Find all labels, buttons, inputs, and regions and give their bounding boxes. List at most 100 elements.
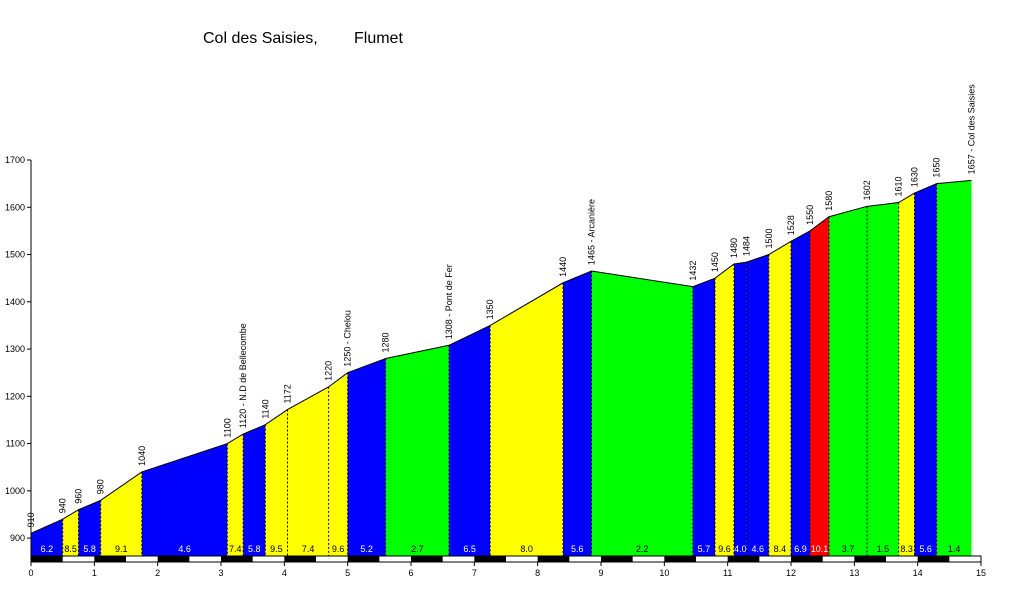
altitude-label: 1580 bbox=[824, 191, 834, 211]
climb-name: Col des Saisies, bbox=[203, 30, 318, 47]
segment-5 bbox=[227, 434, 244, 557]
grade-label: 4.6 bbox=[178, 544, 191, 554]
segment-24 bbox=[867, 202, 899, 558]
segment-25 bbox=[898, 193, 915, 558]
grade-label: 8.5 bbox=[64, 544, 77, 554]
grade-label: 8.3 bbox=[900, 544, 913, 554]
x-tick-label: 13 bbox=[849, 568, 859, 578]
altitude-label: 980 bbox=[96, 479, 106, 494]
altitude-label: 1610 bbox=[894, 177, 904, 197]
km-band-20 bbox=[664, 556, 696, 562]
altitude-label: 1550 bbox=[805, 205, 815, 225]
segment-0 bbox=[31, 519, 63, 557]
altitude-label: 1120 - N.D de Bellecombe bbox=[238, 323, 248, 428]
y-tick-label: 1700 bbox=[5, 155, 25, 165]
grade-label: 4.0 bbox=[734, 544, 747, 554]
x-tick-label: 15 bbox=[976, 568, 986, 578]
km-band-0 bbox=[31, 556, 63, 562]
grade-label: 6.9 bbox=[794, 544, 807, 554]
altitude-label: 1484 bbox=[742, 236, 752, 256]
segment-26 bbox=[914, 183, 937, 557]
grade-label: 8.0 bbox=[520, 544, 533, 554]
km-band-12 bbox=[411, 556, 443, 562]
segment-13 bbox=[490, 282, 563, 557]
y-tick-label: 1400 bbox=[5, 297, 25, 307]
x-tick-label: 0 bbox=[28, 568, 33, 578]
segment-14 bbox=[563, 271, 592, 557]
altitude-label: 1350 bbox=[485, 299, 495, 319]
segment-2 bbox=[78, 500, 101, 557]
km-band-22 bbox=[727, 556, 760, 562]
altitude-label: 1440 bbox=[558, 257, 568, 277]
segment-7 bbox=[265, 409, 288, 557]
grade-label: 5.8 bbox=[83, 544, 96, 554]
grade-label: 5.2 bbox=[360, 544, 373, 554]
x-tick-label: 6 bbox=[408, 568, 413, 578]
x-tick-label: 4 bbox=[282, 568, 287, 578]
km-band-16 bbox=[537, 556, 570, 562]
x-tick-label: 14 bbox=[913, 568, 923, 578]
km-band-8 bbox=[284, 556, 316, 562]
y-tick-label: 1500 bbox=[5, 250, 25, 260]
segment-10 bbox=[347, 358, 386, 557]
km-band-10 bbox=[347, 556, 380, 562]
grade-label: 4.6 bbox=[751, 544, 764, 554]
chart-title: Col des Saisies, Flumet bbox=[0, 30, 1014, 54]
grade-label: 9.6 bbox=[718, 544, 731, 554]
segment-15 bbox=[591, 271, 693, 557]
altitude-label: 1220 bbox=[324, 361, 334, 381]
grade-label: 8.4 bbox=[774, 544, 787, 554]
altitude-label: 1280 bbox=[381, 332, 391, 352]
y-tick-label: 1100 bbox=[6, 439, 25, 449]
segment-27 bbox=[936, 180, 972, 557]
grade-label: 6.5 bbox=[463, 544, 476, 554]
altitude-label: 910 bbox=[26, 512, 36, 527]
grade-label: 5.8 bbox=[248, 544, 261, 554]
grade-label: 9.5 bbox=[270, 544, 283, 554]
grade-label: 5.6 bbox=[919, 544, 932, 554]
x-tick-label: 5 bbox=[345, 568, 350, 578]
segment-16 bbox=[692, 278, 715, 557]
x-tick-label: 2 bbox=[155, 568, 160, 578]
segment-17 bbox=[715, 263, 734, 557]
altitude-label: 1308 - Pont de Fer bbox=[444, 264, 454, 339]
x-tick-label: 1 bbox=[92, 568, 97, 578]
grade-label: 2.7 bbox=[411, 544, 424, 554]
altitude-label: 1657 - Col des Saisies bbox=[967, 84, 977, 175]
profile-line bbox=[30, 179, 972, 534]
x-tick-label: 10 bbox=[659, 568, 669, 578]
segment-3 bbox=[100, 471, 142, 557]
altitude-label: 1172 bbox=[283, 384, 293, 403]
segment-23 bbox=[829, 206, 867, 558]
altitude-label: 1500 bbox=[764, 228, 774, 248]
x-tick-label: 7 bbox=[472, 568, 477, 578]
altitude-label: 1040 bbox=[137, 446, 147, 466]
altitude-label: 1100 bbox=[222, 418, 232, 437]
y-tick-label: 1200 bbox=[5, 391, 25, 401]
km-band-2 bbox=[94, 556, 126, 562]
grade-label: 5.7 bbox=[698, 544, 711, 554]
grade-label: 9.6 bbox=[332, 544, 345, 554]
segment-6 bbox=[243, 424, 266, 557]
grade-label: 10.1 bbox=[811, 544, 829, 554]
altitude-label: 1432 bbox=[688, 261, 698, 281]
grade-label: 6.2 bbox=[41, 544, 54, 554]
segment-12 bbox=[449, 325, 491, 557]
x-tick-label: 11 bbox=[723, 568, 732, 578]
y-tick-label: 1000 bbox=[5, 486, 25, 496]
segment-8 bbox=[287, 386, 329, 557]
y-tick-label: 1600 bbox=[5, 202, 25, 212]
altitude-label: 1602 bbox=[862, 180, 872, 200]
km-band-18 bbox=[601, 556, 633, 562]
altitude-label: 1630 bbox=[910, 167, 920, 187]
segment-11 bbox=[385, 345, 449, 557]
segment-4 bbox=[141, 443, 228, 557]
x-tick-label: 8 bbox=[535, 568, 540, 578]
grade-label: 7.4 bbox=[229, 544, 242, 554]
grade-label: 7.4 bbox=[302, 544, 315, 554]
altitude-label: 1480 bbox=[729, 238, 739, 258]
altitude-label: 1465 - Arcanière bbox=[587, 199, 597, 265]
km-band-14 bbox=[474, 556, 506, 562]
altitude-label: 1140 bbox=[260, 399, 270, 418]
